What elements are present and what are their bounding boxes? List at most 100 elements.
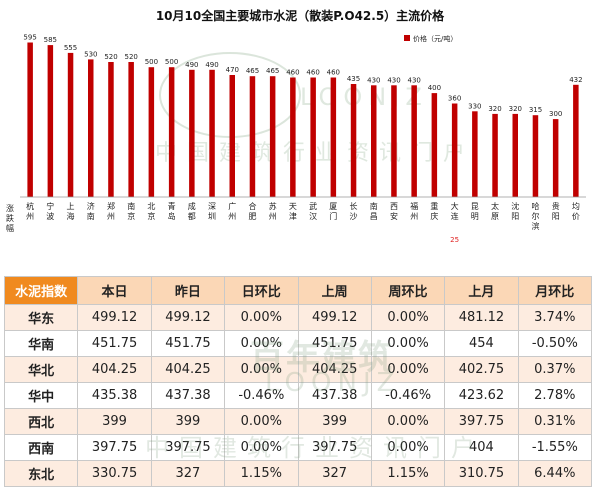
table-row: 华东 499.12 499.12 0.00% 499.12 0.00% 481.12 3.74…	[3, 304, 593, 331]
cell-month-change: 2.78%	[517, 382, 593, 409]
change-row-label: 涨跌幅	[6, 203, 14, 233]
bar	[472, 111, 478, 197]
cell-yesterday: 327	[150, 460, 226, 487]
cell-yesterday: 437.38	[150, 382, 226, 409]
bar	[290, 77, 296, 197]
cell-day-change: 0.00%	[224, 356, 299, 383]
cement-index-table: 水泥指数 本日 昨日 日环比 上周 周环比 上月 月环比 华东 499.12 499…	[3, 276, 593, 487]
value-labels-group: 595 585 555 530 520 520 500 500 490 490 470 465 465 4…	[23, 34, 582, 119]
bar-value-label: 555	[64, 44, 77, 52]
chart-title: 10月10全国主要城市水泥（散装P.O42.5）主流价格	[156, 8, 445, 23]
cell-week-change: 0.00%	[370, 356, 446, 383]
table-row: 华中 435.38 437.38 -0.46% 437.38 -0.46% 423.62 2.…	[3, 382, 593, 409]
table-row: 华北 404.25 404.25 0.00% 404.25 0.00% 402.75 0.37…	[3, 356, 593, 383]
cell-week-change: 1.15%	[370, 460, 446, 487]
bar-value-label: 320	[509, 105, 522, 113]
cell-region: 西北	[3, 408, 79, 435]
bar	[573, 84, 579, 197]
bar	[371, 85, 377, 197]
cement-index-table-panel: 水泥指数 本日 昨日 日环比 上周 周环比 上月 月环比 华东 499.12 499…	[3, 276, 593, 487]
cell-last-month: 310.75	[444, 460, 519, 487]
category-label: 哈尔滨	[532, 201, 540, 231]
cell-week-change: 0.00%	[370, 304, 446, 331]
bar	[88, 59, 94, 198]
cell-region: 西南	[3, 434, 79, 461]
category-label: 重庆	[430, 201, 438, 221]
cell-region: 华中	[3, 382, 79, 409]
bar	[128, 62, 134, 197]
change-label: 25	[450, 236, 459, 244]
cell-yesterday: 499.12	[150, 304, 226, 331]
cell-today: 330.75	[77, 460, 152, 487]
category-label: 均价	[572, 201, 580, 221]
bar-value-label: 435	[347, 75, 360, 83]
cell-yesterday: 397.75	[150, 434, 226, 461]
cell-last-week: 399	[297, 408, 372, 435]
bar-value-label: 500	[165, 58, 178, 66]
category-label: 长沙	[350, 201, 358, 221]
cell-region: 华北	[3, 356, 79, 383]
cell-today: 499.12	[77, 304, 152, 331]
cell-last-month: 402.75	[444, 356, 519, 383]
cell-today: 404.25	[77, 356, 152, 383]
cell-today: 399	[77, 408, 152, 435]
category-label: 天津	[289, 202, 297, 221]
cell-day-change: 0.00%	[224, 434, 299, 461]
bar	[148, 67, 155, 197]
category-label: 上海	[67, 202, 75, 221]
cell-last-month: 397.75	[444, 408, 519, 435]
cell-day-change: 0.00%	[224, 408, 299, 435]
cell-last-month: 481.12	[444, 304, 519, 331]
category-label: 南京	[127, 201, 135, 221]
table-row: 西北 399 399 0.00% 399 0.00% 397.75 0.31%	[3, 408, 593, 435]
category-label: 大连	[451, 201, 459, 221]
bar-value-label: 490	[185, 61, 198, 69]
bar	[330, 77, 337, 197]
category-label: 广州	[228, 201, 236, 221]
cell-last-month: 404	[444, 434, 519, 461]
category-label: 沈阳	[511, 201, 519, 221]
cell-today: 451.75	[77, 330, 152, 357]
category-label: 成都	[188, 201, 196, 221]
category-label: 深圳	[208, 202, 216, 221]
category-label: 厦门	[329, 202, 337, 221]
header-day-change: 日环比	[224, 276, 299, 305]
bar	[47, 45, 54, 197]
cell-week-change: 0.00%	[370, 408, 446, 435]
header-today: 本日	[77, 276, 152, 305]
category-label: 合肥	[249, 201, 257, 221]
cell-month-change: -0.50%	[517, 330, 593, 357]
bar-value-label: 520	[125, 53, 138, 61]
bar-value-label: 360	[448, 95, 461, 103]
bar-value-label: 465	[246, 67, 259, 75]
category-label: 西安	[390, 202, 398, 221]
bar	[512, 113, 518, 197]
cell-region: 东北	[3, 460, 79, 487]
bar	[391, 85, 397, 197]
bar-value-label: 490	[205, 61, 218, 69]
legend-swatch	[404, 35, 410, 41]
bar	[249, 76, 256, 197]
category-label: 杭州	[26, 201, 34, 221]
cell-day-change: 1.15%	[224, 460, 299, 487]
bar-value-label: 500	[145, 58, 158, 66]
table-row: 华南 451.75 451.75 0.00% 451.75 0.00% 454 -0.50%	[3, 330, 593, 357]
header-index: 水泥指数	[3, 276, 79, 305]
cell-month-change: 0.37%	[517, 356, 593, 383]
bar-value-label: 520	[104, 53, 117, 61]
bar-value-label: 530	[84, 50, 97, 58]
cell-month-change: 6.44%	[517, 460, 593, 487]
cell-last-week: 499.12	[297, 304, 372, 331]
chart-legend: 价格（元/吨）	[404, 34, 457, 43]
bar-value-label: 320	[488, 105, 501, 113]
cell-last-month: 454	[444, 330, 519, 357]
bar-value-label: 432	[569, 76, 582, 84]
bar	[492, 113, 498, 197]
cell-last-week: 451.75	[297, 330, 372, 357]
cell-region: 华东	[3, 304, 79, 331]
bar	[27, 42, 33, 197]
cell-week-change: -0.46%	[370, 382, 446, 409]
bar	[411, 85, 417, 197]
cell-last-week: 404.25	[297, 356, 372, 383]
